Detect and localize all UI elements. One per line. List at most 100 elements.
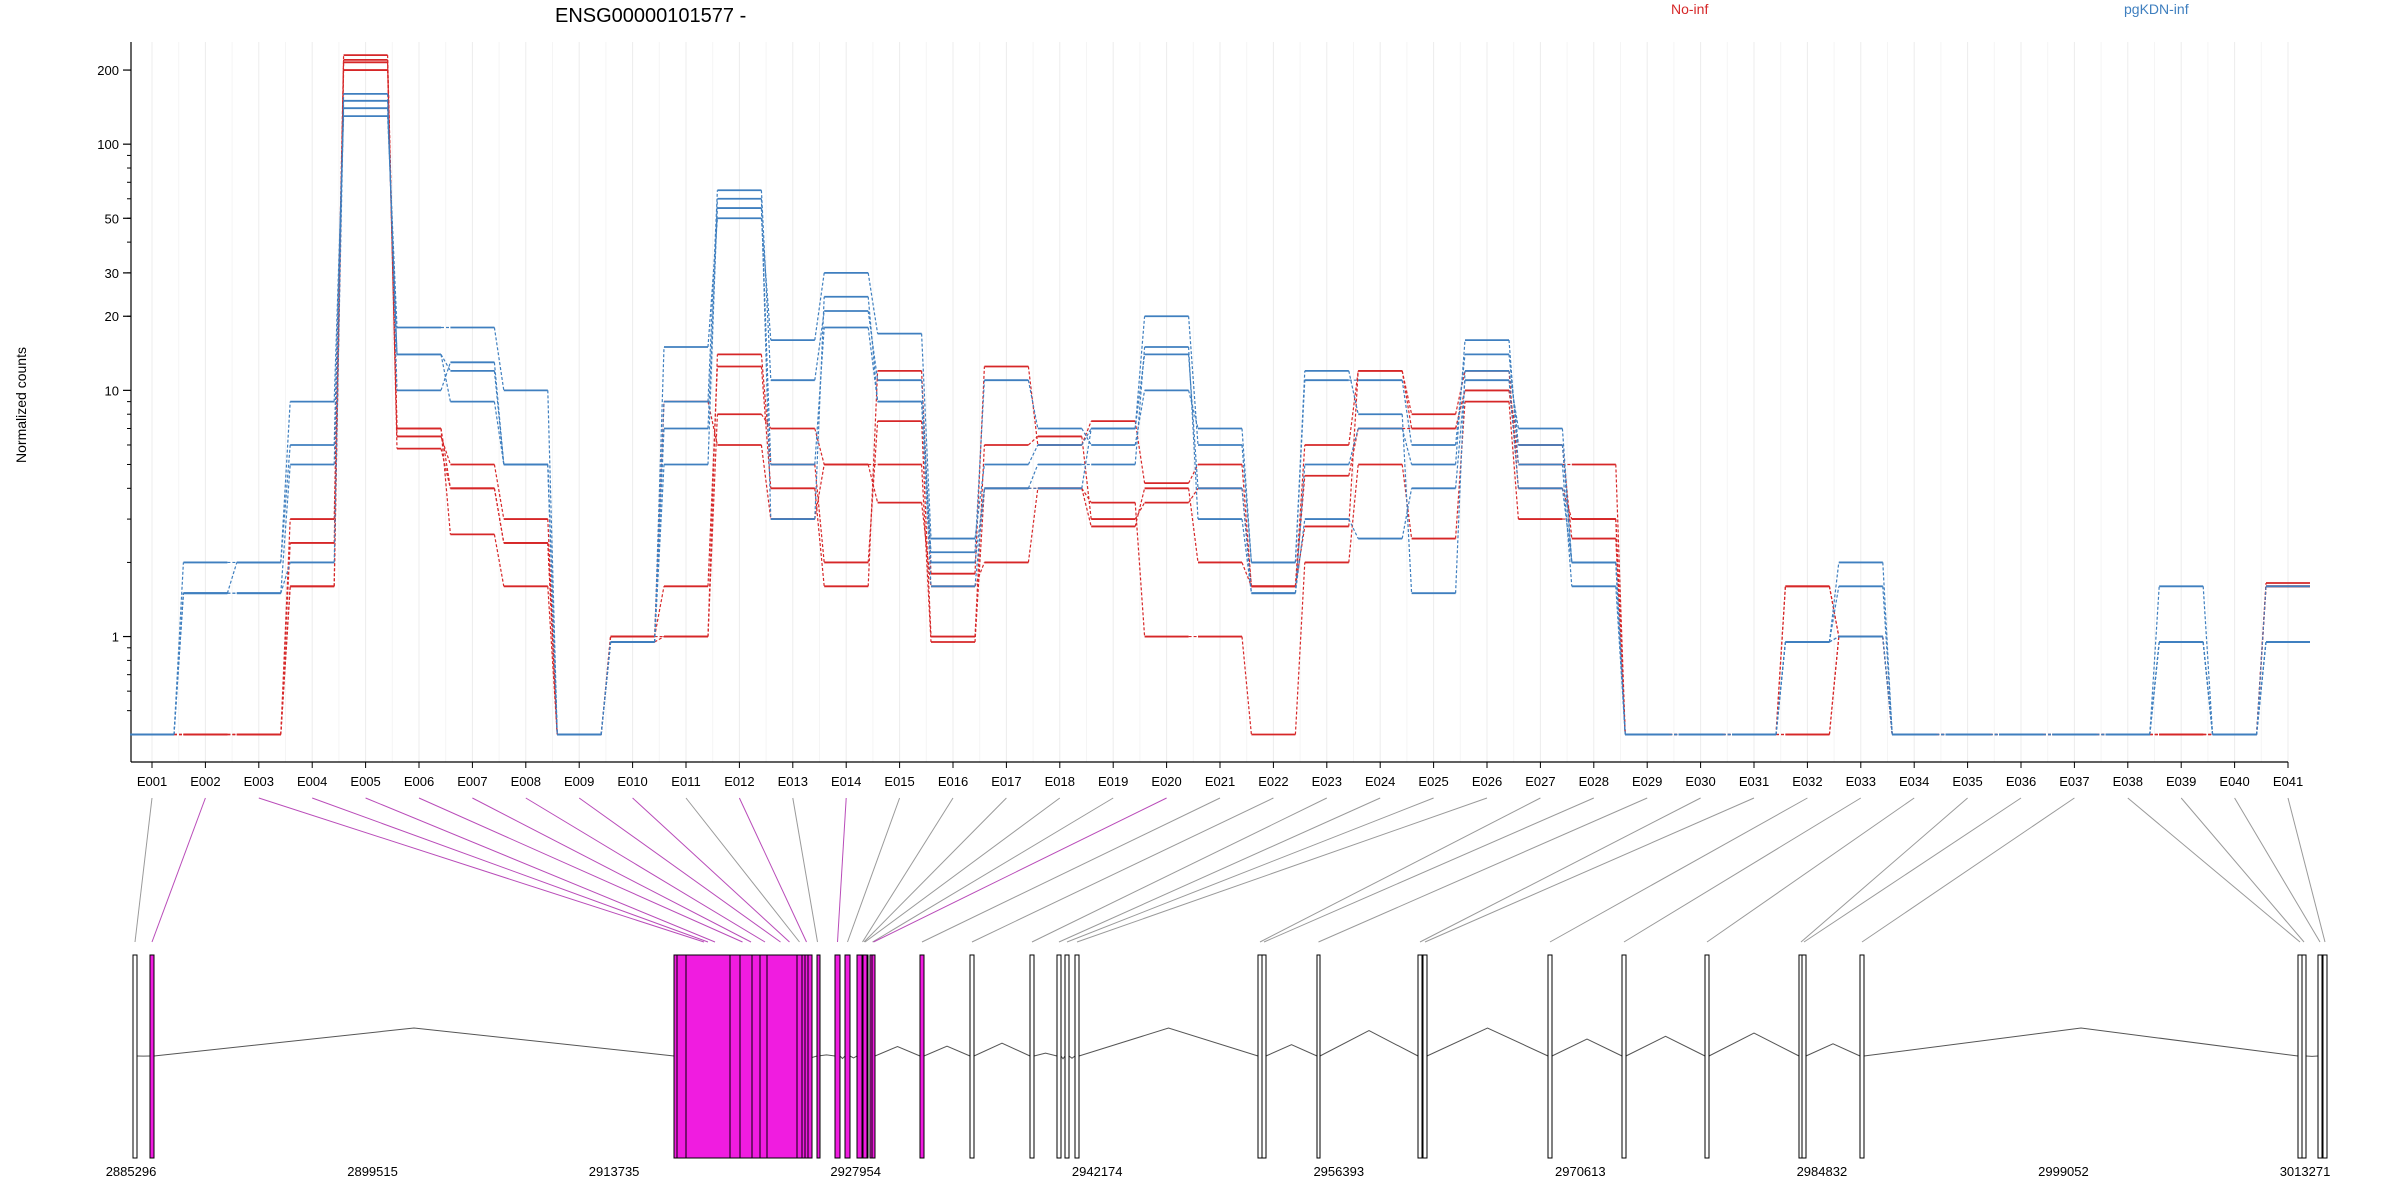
- series-segment: [1615, 519, 1626, 735]
- intron: [153, 1027, 675, 1057]
- series-segment: [1241, 562, 1252, 587]
- series-segment: [1294, 519, 1306, 594]
- series-segment: [493, 362, 505, 465]
- y-tick-label: 50: [105, 211, 119, 226]
- intron: [1060, 1055, 1066, 1060]
- series-segment: [547, 542, 558, 735]
- connector-line: [1076, 797, 1488, 943]
- exon-box: [1417, 954, 1423, 1159]
- series-segment: [814, 464, 825, 520]
- exon-box: [1029, 954, 1035, 1159]
- series-segment: [1508, 354, 1519, 446]
- intron: [817, 1054, 836, 1057]
- series-segment: [1615, 562, 1626, 735]
- series-segment: [760, 366, 772, 489]
- exon-box: [2322, 954, 2328, 1159]
- coordinate-label: 2885296: [106, 1164, 157, 1179]
- series-segment: [974, 562, 985, 587]
- exon-box: [871, 954, 876, 1159]
- x-tick-label: E020: [1151, 774, 1181, 789]
- intron: [1078, 1027, 1259, 1057]
- series-segment: [1081, 428, 1092, 489]
- series-segment: [493, 488, 505, 544]
- intron: [849, 1055, 858, 1059]
- series-segment: [2202, 641, 2214, 735]
- series-segment: [1828, 586, 1840, 643]
- x-tick-label: E013: [778, 774, 808, 789]
- exon-box: [844, 954, 851, 1159]
- x-tick-label: E001: [137, 774, 167, 789]
- series-segment: [1027, 435, 1039, 446]
- series-segment: [1348, 370, 1359, 446]
- series-segment: [760, 413, 772, 429]
- series-segment: [1882, 636, 1893, 735]
- intron: [923, 1045, 971, 1057]
- series-segment: [1134, 390, 1146, 446]
- connector-line: [1058, 797, 1381, 943]
- legend-no-inf: No-inf: [1671, 1, 1708, 17]
- exon-box: [1547, 954, 1553, 1159]
- series-segment: [867, 296, 879, 402]
- series-segment: [1455, 354, 1466, 446]
- exon-box: [1064, 954, 1070, 1159]
- series-segment: [921, 401, 932, 587]
- series-segment: [440, 428, 451, 535]
- exon-box: [1704, 954, 1710, 1159]
- series-segment: [387, 108, 398, 355]
- x-tick-label: E025: [1418, 774, 1448, 789]
- y-axis-label: Normalized counts: [13, 347, 29, 463]
- exon-box: [862, 954, 868, 1159]
- intron: [973, 1042, 1031, 1057]
- connector-line: [2287, 797, 2326, 943]
- x-tick-label: E004: [297, 774, 327, 789]
- connector-line: [1259, 797, 1541, 943]
- exon-box: [834, 954, 841, 1159]
- series-segment: [654, 586, 665, 637]
- series-segment: [1027, 464, 1039, 489]
- exon-box: [1056, 954, 1062, 1159]
- x-tick-label: E014: [831, 774, 861, 789]
- series-segment: [1455, 380, 1466, 489]
- coordinate-label: 2942174: [1072, 1164, 1123, 1179]
- x-tick-label: E002: [190, 774, 220, 789]
- exon-box: [1257, 954, 1263, 1159]
- x-tick-label: E015: [884, 774, 914, 789]
- exon-box: [1074, 954, 1080, 1159]
- series-segment: [1294, 444, 1306, 587]
- exon-box: [1621, 954, 1627, 1159]
- x-tick-label: E009: [564, 774, 594, 789]
- y-tick-label: 20: [105, 309, 119, 324]
- series-segment: [1348, 370, 1359, 415]
- series-segment: [760, 444, 772, 520]
- x-tick-label: E031: [1739, 774, 1769, 789]
- connector-line: [1419, 797, 1701, 943]
- series-segment: [1188, 464, 1199, 484]
- legend-pgkdn-inf: pgKDN-inf: [2124, 1, 2189, 17]
- series-segment: [867, 272, 879, 334]
- series-segment: [1241, 464, 1252, 587]
- series-segment: [814, 488, 825, 587]
- x-tick-label: E006: [404, 774, 434, 789]
- intron: [1625, 1035, 1706, 1057]
- series-segment: [1081, 428, 1092, 446]
- x-tick-label: E024: [1365, 774, 1395, 789]
- connector-line: [632, 797, 790, 943]
- intron: [1708, 1032, 1800, 1057]
- genomic-coordinates: 2885296 2899515 2913735 2927954 2942174 29563…: [106, 1164, 2331, 1179]
- series-segment: [1134, 488, 1146, 527]
- connector-line: [1424, 797, 1755, 943]
- exon-box: [1261, 954, 1267, 1159]
- series-segment: [1828, 636, 1840, 735]
- series-segment: [707, 198, 718, 465]
- series-segment: [867, 421, 879, 563]
- series-segment: [226, 562, 238, 594]
- series-segment: [493, 401, 505, 465]
- x-tick-label: E022: [1258, 774, 1288, 789]
- exon-box: [2317, 954, 2323, 1159]
- intron: [874, 1045, 921, 1057]
- series-segment: [1241, 488, 1252, 594]
- series-segment: [974, 380, 985, 553]
- series-segment: [1294, 562, 1306, 735]
- series-segment: [707, 218, 718, 348]
- connector-line: [2127, 797, 2301, 943]
